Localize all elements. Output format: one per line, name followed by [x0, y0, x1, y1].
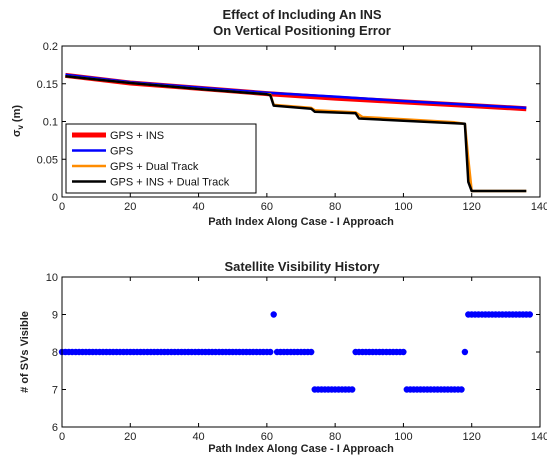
chart-bottom-xtick-label: 0 [59, 431, 65, 443]
chart-bottom-xtick-label: 100 [394, 431, 412, 443]
chart-top: Effect of Including An INS On Vertical P… [11, 7, 547, 228]
chart-bottom-ticks: 0 20 40 60 80 100 120 140 6 7 8 9 10 [46, 272, 547, 443]
chart-bottom-xtick-label: 40 [192, 431, 204, 443]
chart-top-plot-frame [61, 45, 541, 198]
chart-bottom-ytick-label: 10 [46, 272, 58, 284]
chart-top-xtick-label: 20 [124, 201, 136, 213]
chart-top-xtick-label: 100 [394, 201, 412, 213]
chart-bottom-xtick-label: 80 [329, 431, 341, 443]
chart-top-xtick-label: 60 [261, 201, 273, 213]
legend-label: GPS + INS + Dual Track [110, 177, 230, 189]
chart-bottom-ytick-label: 9 [52, 310, 58, 322]
legend-label: GPS [110, 146, 133, 158]
chart-bottom-title: Satellite Visibility History [224, 259, 380, 274]
chart-top-ylabel-subscript: v [16, 125, 25, 130]
chart-top-ylabel-symbol: σ [11, 129, 23, 137]
series-line-gps-ins-dual-track [65, 74, 527, 193]
sv-visible-point [308, 348, 315, 356]
chart-top-ytick-label: 0 [52, 192, 58, 204]
chart-top-xtick-label: 120 [463, 201, 481, 213]
chart-top-ylabel: σv (m) [11, 105, 25, 137]
chart-top-legend: GPS + INS GPS GPS + Dual Track GPS + INS + … [65, 123, 257, 194]
chart-top-title-line2: On Vertical Positioning Error [213, 23, 391, 38]
chart-top-ytick-label: 0.1 [43, 117, 58, 129]
chart-bottom-xtick-label: 60 [261, 431, 273, 443]
chart-bottom-xtick-label: 20 [124, 431, 136, 443]
chart-bottom-ylabel: # of SVs Visible [19, 311, 31, 393]
chart-bottom-xlabel: Path Index Along Case - I Approach [208, 443, 394, 455]
chart-bottom-points [58, 311, 533, 393]
chart-top-ytick-label: 0.2 [43, 41, 58, 53]
chart-top-xlabel: Path Index Along Case - I Approach [208, 216, 394, 228]
sv-visible-point [458, 386, 465, 393]
legend-label: GPS + INS [110, 130, 164, 142]
chart-bottom: Satellite Visibility History 0 20 40 60 80 10… [19, 259, 547, 455]
chart-top-xtick-label: 40 [192, 201, 204, 213]
chart-top-ylabel-unit: (m) [11, 105, 23, 122]
chart-top-xtick-label: 80 [329, 201, 341, 213]
chart-bottom-ytick-label: 6 [52, 422, 58, 434]
sv-visible-point [461, 348, 469, 356]
chart-bottom-xtick-label: 120 [463, 431, 481, 443]
chart-top-xtick-label: 140 [531, 201, 547, 213]
chart-top-title-line1: Effect of Including An INS [222, 7, 381, 22]
sv-visible-point [526, 311, 533, 318]
chart-top-ytick-label: 0.05 [37, 154, 58, 166]
chart-top-series [65, 72, 527, 193]
sv-visible-point [349, 386, 356, 393]
chart-bottom-xtick-label: 140 [531, 431, 547, 443]
chart-bottom-ytick-label: 7 [52, 385, 58, 397]
sv-visible-point [400, 348, 407, 356]
svg-text:σv(m): σv (m) [11, 105, 25, 137]
chart-top-xtick-label: 0 [59, 201, 65, 213]
chart-bottom-ytick-label: 8 [52, 347, 58, 359]
chart-top-ytick-label: 0.15 [37, 79, 58, 91]
legend-label: GPS + Dual Track [110, 161, 199, 173]
chart-top-ticks: 0 20 40 60 80 100 120 140 0 0.05 0.1 0.15 0.2 [37, 41, 547, 213]
chart-bottom-plot-frame [61, 276, 541, 428]
sv-visible-point [267, 348, 274, 356]
sv-visible-point [270, 311, 277, 318]
series-line-gps [65, 73, 527, 110]
